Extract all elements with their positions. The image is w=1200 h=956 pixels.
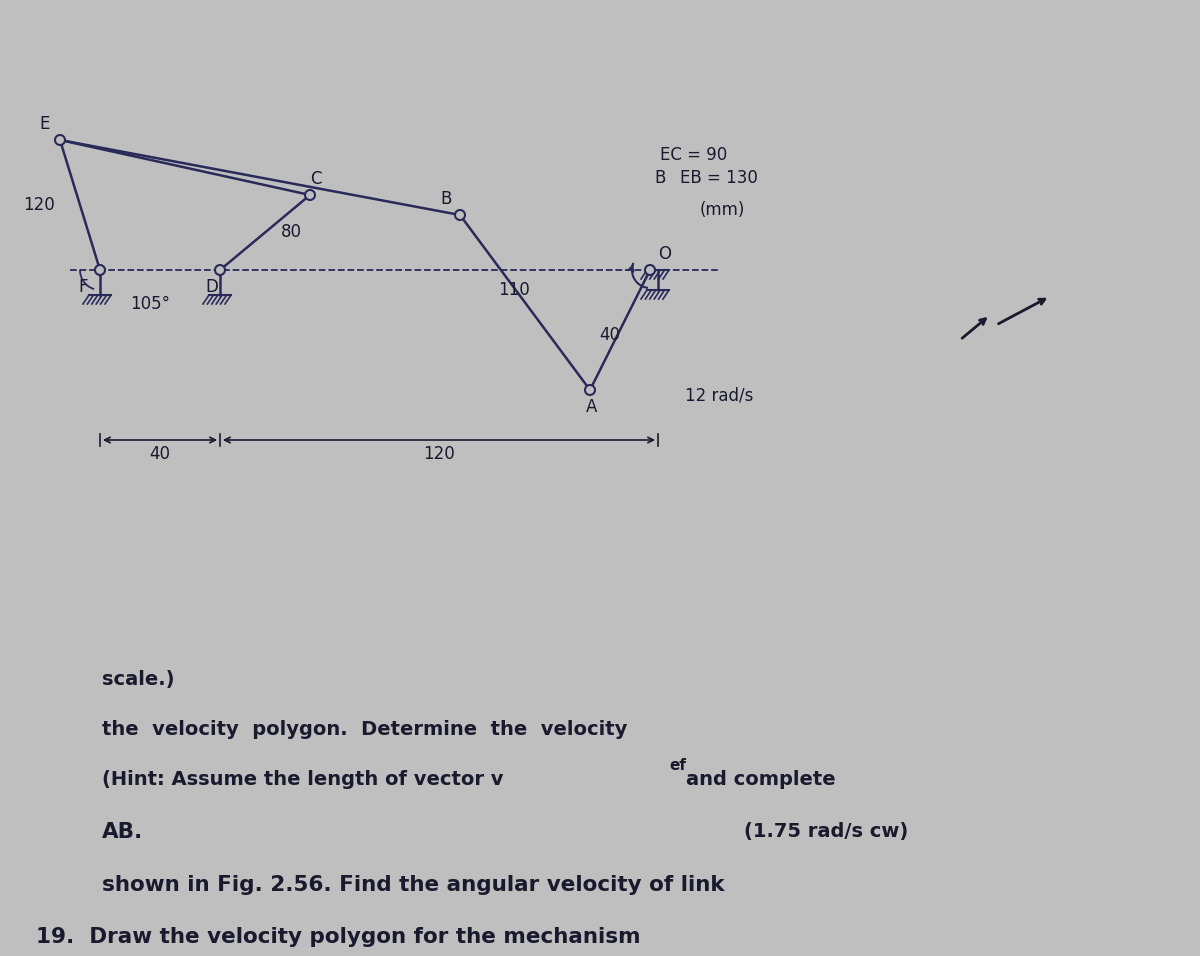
Circle shape — [586, 385, 595, 395]
Text: 40: 40 — [599, 326, 620, 344]
Text: 19.  Draw the velocity polygon for the mechanism: 19. Draw the velocity polygon for the me… — [36, 927, 641, 947]
Circle shape — [646, 265, 655, 275]
Text: 105°: 105° — [130, 295, 170, 313]
Text: 110: 110 — [498, 281, 530, 299]
Text: the  velocity  polygon.  Determine  the  velocity: the velocity polygon. Determine the velo… — [102, 720, 628, 739]
Text: AB.: AB. — [102, 822, 143, 842]
Text: F: F — [78, 278, 88, 296]
Circle shape — [305, 190, 314, 200]
Text: 12 rad/s: 12 rad/s — [685, 386, 754, 404]
Circle shape — [455, 210, 466, 220]
Text: EC = 90: EC = 90 — [660, 146, 727, 164]
Circle shape — [55, 135, 65, 145]
Text: EB = 130: EB = 130 — [680, 169, 758, 187]
Circle shape — [95, 265, 106, 275]
Text: 120: 120 — [424, 445, 455, 463]
Text: B: B — [440, 190, 452, 208]
Text: (Hint: Assume the length of vector v: (Hint: Assume the length of vector v — [102, 770, 504, 789]
Circle shape — [215, 265, 226, 275]
Text: (mm): (mm) — [700, 201, 745, 219]
Text: C: C — [311, 170, 322, 188]
Text: O: O — [658, 245, 671, 263]
Text: 80: 80 — [281, 223, 302, 241]
Text: scale.): scale.) — [102, 670, 174, 689]
Text: A: A — [587, 398, 598, 416]
Text: B: B — [654, 169, 665, 187]
Text: D: D — [205, 278, 218, 296]
Text: E: E — [40, 115, 50, 133]
Text: shown in Fig. 2.56. Find the angular velocity of link: shown in Fig. 2.56. Find the angular vel… — [102, 875, 725, 895]
Text: (1.75 rad/s cw): (1.75 rad/s cw) — [744, 822, 908, 841]
Text: ef: ef — [670, 758, 686, 773]
Text: and complete: and complete — [686, 770, 836, 789]
Text: 40: 40 — [150, 445, 170, 463]
Text: 120: 120 — [23, 196, 55, 214]
